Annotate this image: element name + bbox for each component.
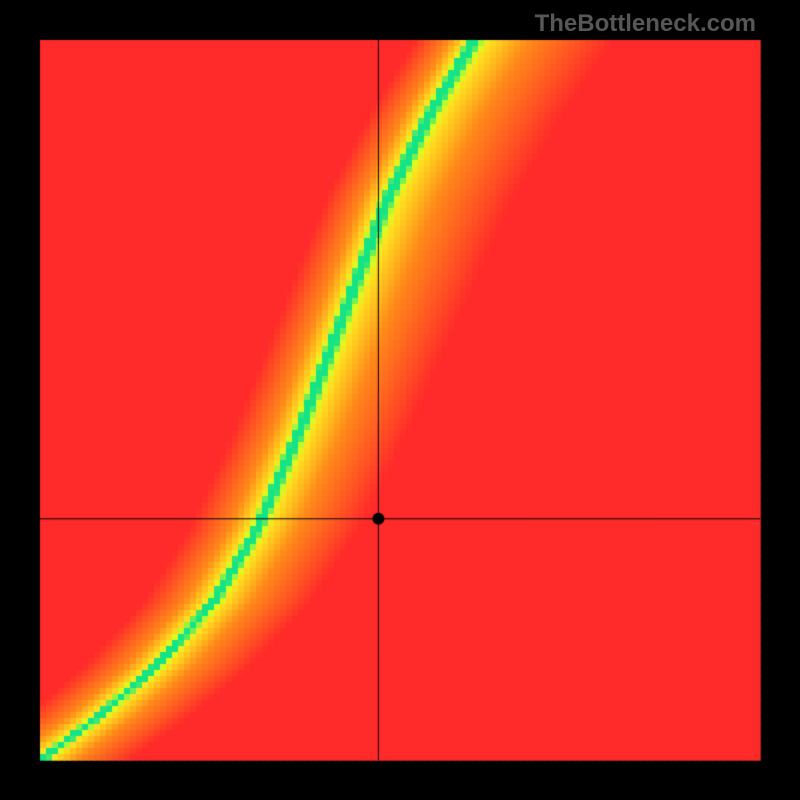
- watermark-text: TheBottleneck.com: [535, 10, 756, 38]
- bottleneck-heatmap: [0, 0, 800, 800]
- chart-container: { "canvas": { "width": 800, "height": 80…: [0, 0, 800, 800]
